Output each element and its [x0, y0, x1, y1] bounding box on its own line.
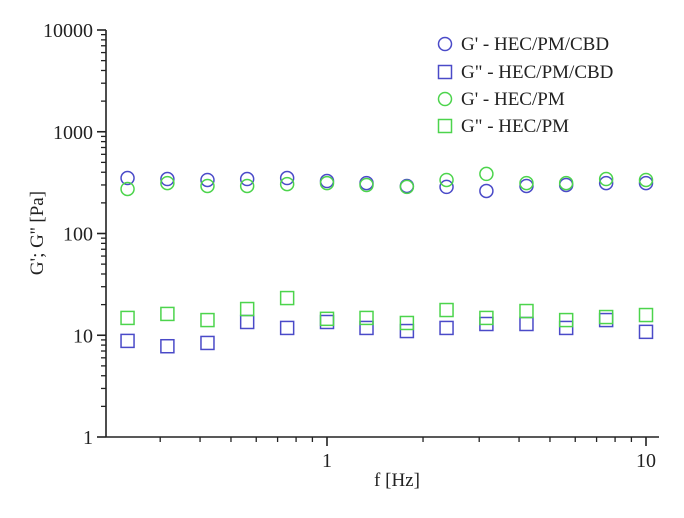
circle-marker-icon [437, 91, 453, 107]
data-point [638, 172, 654, 188]
data-point [279, 170, 295, 186]
legend-item: G' - HEC/PM [437, 89, 565, 110]
legend-item: G" - HEC/PM [437, 116, 569, 137]
data-point [519, 316, 534, 332]
data-point [279, 320, 295, 336]
data-point [359, 177, 374, 193]
data-point [558, 320, 574, 336]
data-point [120, 170, 135, 186]
data-point [160, 338, 175, 354]
legend-item: G' - HEC/PM/CBD [437, 34, 609, 55]
data-point [319, 314, 335, 330]
circle-marker-icon [437, 36, 453, 52]
data-point [200, 172, 215, 188]
data-point [558, 175, 574, 191]
axes: 1 10 100 1000 10000 1 10 [43, 20, 659, 472]
data-point [479, 183, 494, 199]
legend: G' - HEC/PM/CBD G" - HEC/PM/CBD G' - HEC/P… [437, 34, 613, 137]
data-point [439, 172, 454, 188]
data-point [558, 312, 574, 328]
x-tick-label: 10 [636, 450, 656, 472]
data-point [519, 175, 534, 191]
y-tick-label: 1000 [53, 122, 93, 144]
legend-label: G" - HEC/PM [461, 116, 569, 137]
data-point [319, 311, 335, 327]
legend-label: G" - HEC/PM/CBD [461, 62, 613, 83]
y-axis-title: G'; G'' [Pa] [27, 191, 48, 275]
legend-label: G' - HEC/PM [461, 89, 565, 110]
data-point [239, 314, 255, 330]
data-point [399, 315, 415, 331]
data-point [598, 175, 614, 191]
data-point [519, 178, 534, 194]
data-point [519, 303, 534, 319]
series-2 [120, 166, 654, 197]
y-tick-label: 1 [83, 427, 93, 449]
legend-label: G' - HEC/PM/CBD [461, 34, 609, 55]
data-point [160, 175, 175, 191]
data-point [239, 178, 255, 194]
data-point [279, 290, 295, 306]
data-point [399, 179, 415, 195]
data-point [439, 179, 454, 195]
data-point [200, 335, 215, 351]
square-marker-icon [437, 64, 453, 80]
data-point [479, 310, 494, 326]
data-point [239, 171, 255, 187]
data-point [638, 324, 654, 340]
data-point [120, 181, 135, 197]
data-point [200, 178, 215, 194]
series-3 [120, 290, 654, 331]
data-point [359, 310, 374, 326]
data-point [160, 171, 175, 187]
data-point [200, 312, 215, 328]
square-marker-icon [437, 118, 453, 134]
y-tick-label: 10 [73, 325, 93, 347]
data-point [120, 333, 135, 349]
data-point [598, 171, 614, 187]
data-point [120, 310, 135, 326]
y-tick-label: 10000 [43, 20, 93, 42]
x-axis-title: f [Hz] [374, 470, 420, 491]
data-point [239, 301, 255, 317]
data-point [359, 320, 374, 336]
data-point [319, 175, 335, 191]
data-point [598, 312, 614, 328]
data-point [638, 175, 654, 191]
data-point [279, 176, 295, 192]
data-point [638, 307, 654, 323]
data-point [399, 323, 415, 339]
y-tick-label: 100 [63, 224, 93, 246]
data-point [598, 309, 614, 325]
data-point [439, 320, 454, 336]
x-tick-label: 1 [322, 450, 332, 472]
data-point [479, 166, 494, 182]
data-point [439, 302, 454, 318]
legend-item: G" - HEC/PM/CBD [437, 62, 613, 83]
plot-area [120, 166, 654, 354]
data-point [160, 306, 175, 322]
